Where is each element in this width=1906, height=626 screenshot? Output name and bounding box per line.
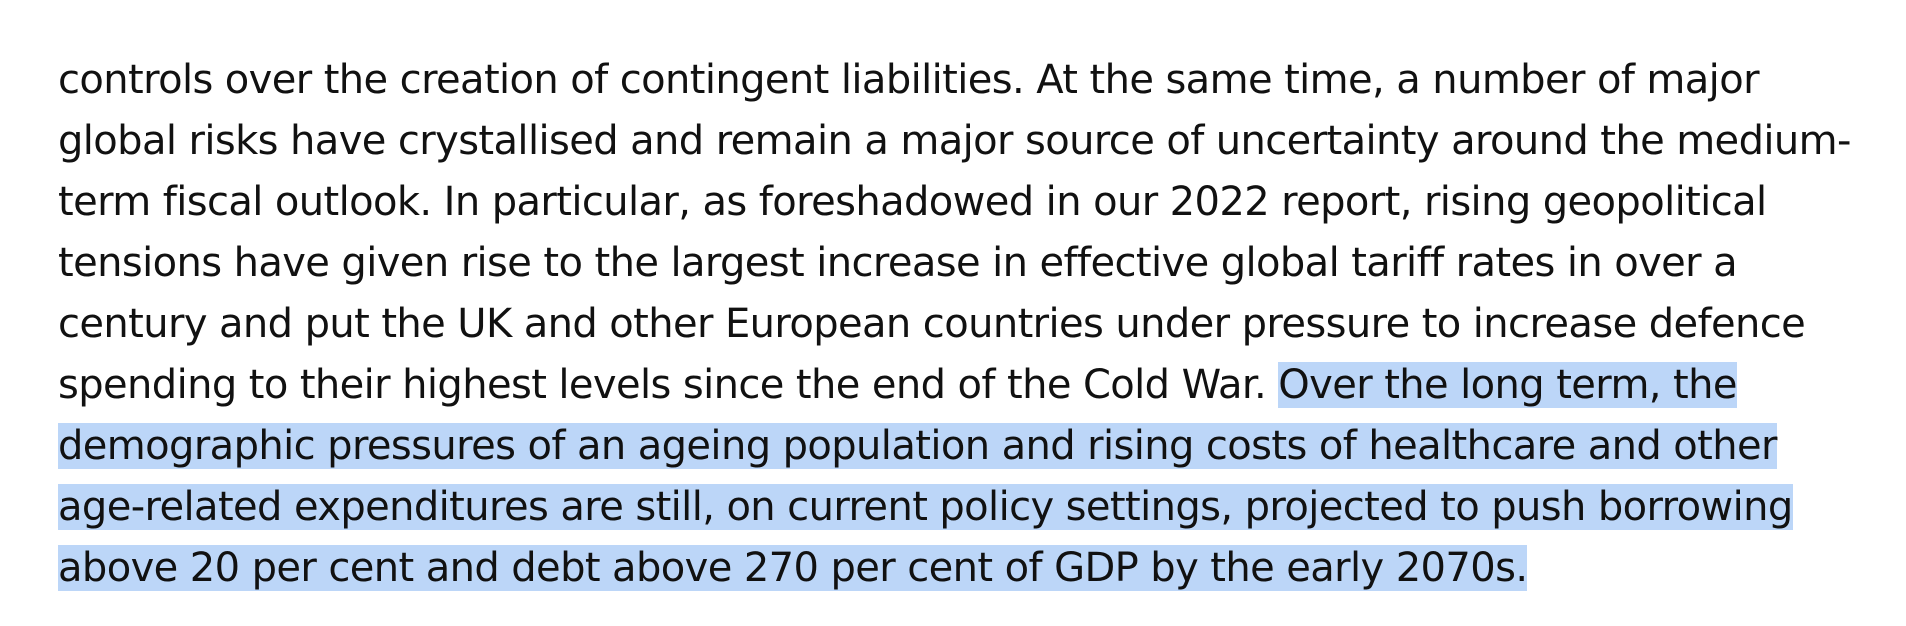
text-line-9: above 20 per cent and debt above 270 per… — [58, 538, 1878, 599]
text-line-5: century and put the UK and other Europea… — [58, 301, 1806, 347]
text-line-8: age-related expenditures are still, on c… — [58, 477, 1878, 538]
text-line-7: demographic pressures of an ageing popul… — [58, 416, 1878, 477]
text-selection[interactable]: demographic pressures of an ageing popul… — [58, 423, 1777, 469]
text-line-6-unselected: spending to their highest levels since t… — [58, 362, 1279, 408]
text-line-1: controls over the creation of contingent… — [58, 57, 1760, 103]
text-line-4: tensions have given rise to the largest … — [58, 240, 1738, 286]
body-paragraph[interactable]: controls over the creation of contingent… — [58, 50, 1878, 599]
text-line-2: global risks have crystallised and remai… — [58, 118, 1851, 164]
text-line-3: term fiscal outlook. In particular, as f… — [58, 179, 1767, 225]
text-selection-start[interactable]: Over the long term, the — [1278, 362, 1737, 408]
text-selection-end[interactable]: above 20 per cent and debt above 270 per… — [58, 545, 1528, 591]
text-line-6: spending to their highest levels since t… — [58, 355, 1878, 416]
text-selection[interactable]: age-related expenditures are still, on c… — [58, 484, 1793, 530]
